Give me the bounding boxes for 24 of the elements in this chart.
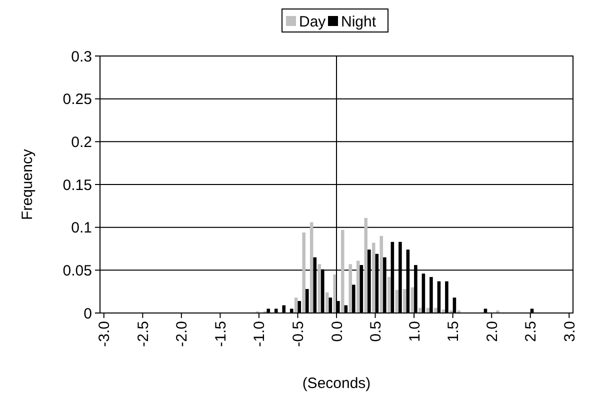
x-tick-label: -1.0 bbox=[251, 321, 268, 347]
legend-label: Day bbox=[299, 13, 326, 30]
x-tick-label: 3.0 bbox=[561, 321, 578, 342]
y-tick-label: 0.2 bbox=[71, 134, 92, 151]
y-tick-label: 0.3 bbox=[71, 48, 92, 66]
x-tick-label: 2.5 bbox=[522, 321, 540, 342]
x-tick-label: -1.5 bbox=[212, 321, 230, 347]
y-tick-label: 0.15 bbox=[62, 176, 92, 194]
x-tick-label: 1.5 bbox=[445, 321, 462, 342]
y-tick-label: 0.25 bbox=[62, 91, 92, 108]
y-tick-label: 0 bbox=[84, 305, 92, 322]
x-tick-label: 0.0 bbox=[328, 321, 346, 342]
x-tick-label: 1.0 bbox=[406, 321, 424, 342]
x-tick-label: -0.5 bbox=[290, 321, 307, 347]
x-tick-label: -2.0 bbox=[174, 321, 191, 347]
x-tick-label: -3.0 bbox=[96, 321, 114, 347]
y-tick-label: 0.05 bbox=[62, 262, 92, 280]
x-tick-label: 0.5 bbox=[368, 321, 385, 342]
x-tick-label: -2.5 bbox=[134, 321, 152, 347]
x-axis-title: (Seconds) bbox=[302, 375, 371, 392]
legend-label: Night bbox=[341, 13, 377, 30]
y-tick-label: 0.1 bbox=[71, 220, 92, 237]
y-axis-title: Frequency bbox=[19, 148, 36, 220]
x-tick-label: 2.0 bbox=[484, 321, 501, 342]
